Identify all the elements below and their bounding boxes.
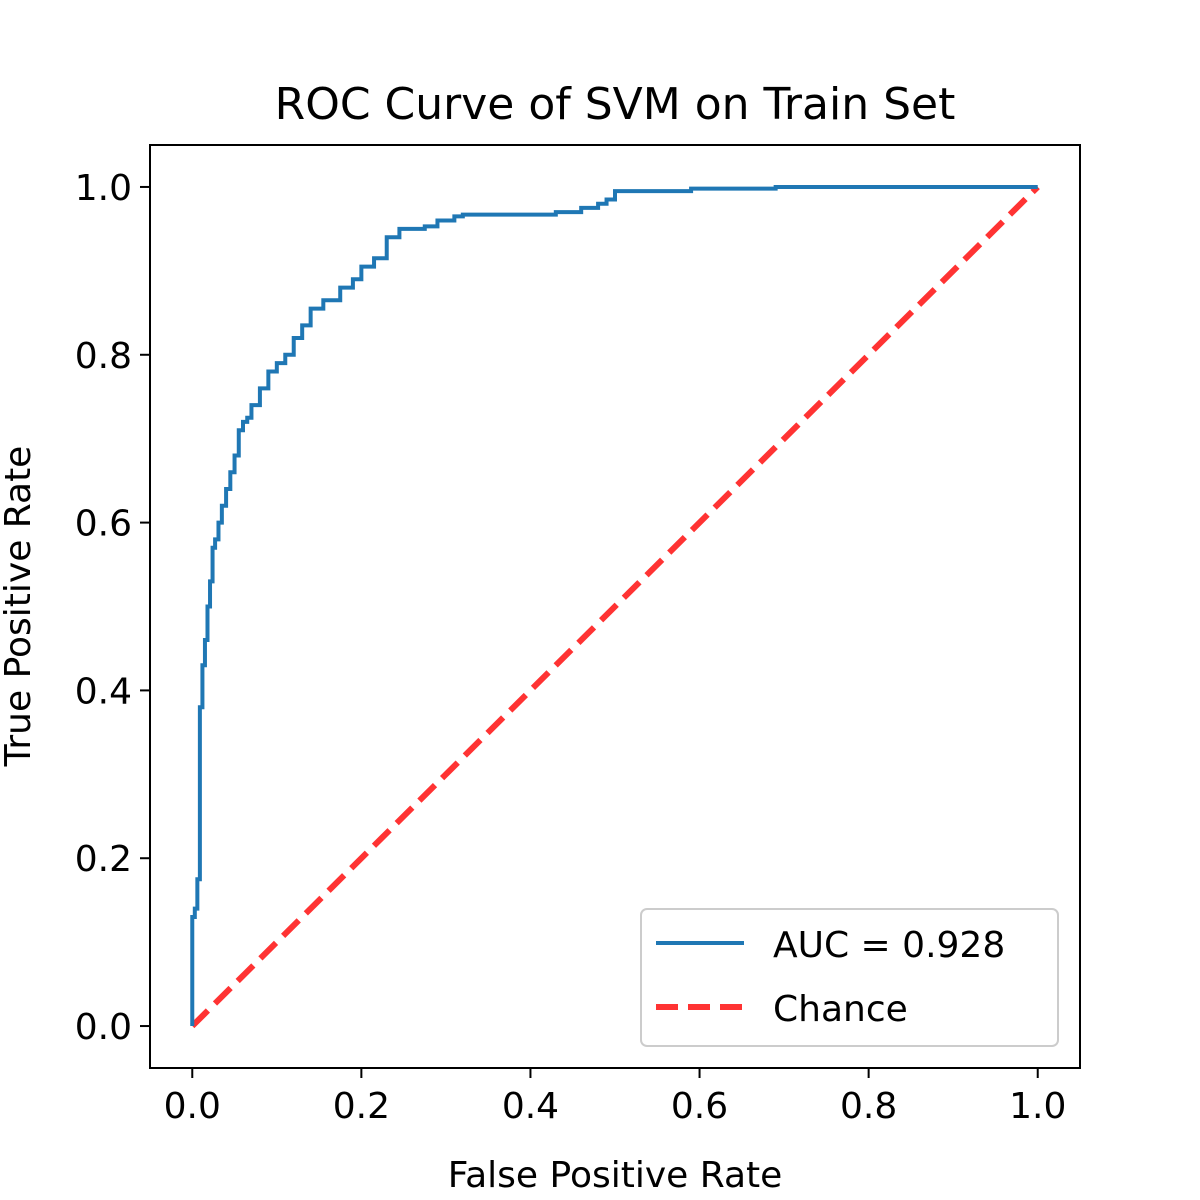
roc-curve-line (190, 184, 1038, 1027)
y-tick-label: 0.2 (75, 839, 132, 880)
x-tick-label: 0.2 (333, 1086, 390, 1127)
x-axis-ticks: 0.0 0.2 0.4 0.6 0.8 1.0 (164, 1068, 1066, 1127)
y-tick-label: 1.0 (75, 168, 132, 209)
chance-line (190, 184, 1040, 1029)
y-axis-ticks: 0.0 0.2 0.4 0.6 0.8 1.0 (75, 168, 150, 1048)
legend: AUC = 0.928 Chance (640, 908, 1059, 1047)
y-tick-label: 0.6 (75, 504, 132, 545)
y-tick-label: 0.0 (75, 1007, 132, 1048)
plot-area (190, 184, 1040, 1029)
axes-frame (149, 144, 1081, 1069)
x-axis-label: False Positive Rate (448, 1155, 783, 1196)
legend-box (640, 908, 1059, 1047)
legend-label-chance: Chance (773, 989, 908, 1030)
chart-title: ROC Curve of SVM on Train Set (275, 79, 956, 130)
x-tick-label: 1.0 (1009, 1086, 1066, 1127)
legend-label-auc: AUC = 0.928 (773, 925, 1005, 966)
x-tick-label: 0.0 (164, 1086, 221, 1127)
y-tick-label: 0.4 (75, 671, 132, 712)
x-tick-label: 0.6 (671, 1086, 728, 1127)
x-tick-label: 0.8 (840, 1086, 897, 1127)
x-tick-label: 0.4 (502, 1086, 559, 1127)
y-tick-label: 0.8 (75, 336, 132, 377)
y-axis-label: True Positive Rate (0, 446, 39, 768)
